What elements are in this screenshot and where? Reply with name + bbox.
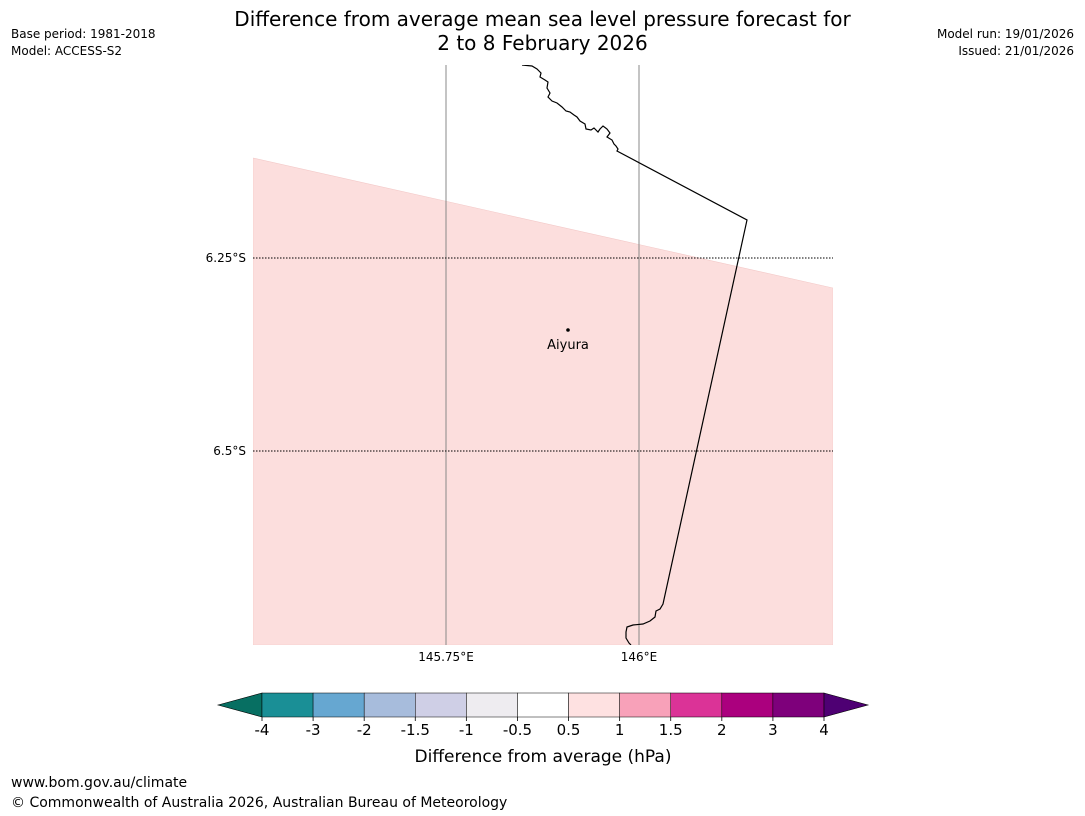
colorbar-title: Difference from average (hPa): [415, 747, 672, 767]
colorbar-tick-label: 2: [717, 721, 727, 739]
aiyura-marker: [566, 328, 570, 332]
model-label: Model: ACCESS-S2: [11, 44, 123, 58]
colorbar-cell: [312, 692, 365, 718]
coastline-border: [521, 65, 748, 645]
colorbar-tick-label: 1: [615, 721, 625, 739]
colorbar-cell: [670, 692, 723, 718]
colorbar-cell: [517, 692, 569, 718]
colorbar-cell: [568, 692, 620, 718]
colorbar-tick-label: -3: [306, 721, 321, 739]
chart-title-line2: 2 to 8 February 2026: [437, 31, 648, 55]
colorbar-cell: [772, 692, 825, 718]
colorbar: -4 -3 -2 -1.5 -1 -0.5 0.5 1 1.5 2 3 4 Difference fr…: [216, 692, 870, 767]
colorbar-tick-label: -0.5: [503, 721, 532, 739]
copyright-text: © Commonwealth of Australia 2026, Austra…: [11, 795, 508, 811]
colorbar-tick-label: -1.5: [401, 721, 430, 739]
colorbar-tick-label: 3: [768, 721, 778, 739]
chart-title-line1: Difference from average mean sea level p…: [234, 7, 851, 31]
base-period-label: Base period: 1981-2018: [11, 27, 156, 41]
colorbar-cell: [261, 692, 314, 718]
colorbar-cell: [466, 692, 518, 718]
model-run-label: Model run: 19/01/2026: [936, 27, 1074, 41]
colorbar-cell: [415, 692, 467, 718]
colorbar-cell: [619, 692, 671, 718]
colorbar-tick-label: 4: [819, 721, 829, 739]
colorbar-tick-label: -4: [255, 721, 270, 739]
colorbar-cell: [363, 692, 416, 718]
colorbar-tick-label: -2: [357, 721, 372, 739]
longitude-label: 145.75°E: [418, 650, 474, 664]
latitude-label: 6.5°S: [213, 444, 246, 458]
issued-label: Issued: 21/01/2026: [958, 44, 1074, 58]
colorbar-extend-low: [216, 692, 263, 718]
place-label-aiyura: Aiyura: [547, 338, 589, 353]
colorbar-extend-high: [823, 692, 870, 718]
colorbar-tick-label: 0.5: [557, 721, 581, 739]
colorbar-tick-label: 1.5: [659, 721, 683, 739]
map-panel: Aiyura 6.25°S 6.5°S 145.75°E 146°E: [206, 65, 833, 664]
colorbar-tick-label: -1: [459, 721, 474, 739]
pressure-anomaly-shading: [253, 157, 833, 645]
colorbar-cell: [721, 692, 774, 718]
latitude-label: 6.25°S: [206, 251, 246, 265]
longitude-label: 146°E: [621, 650, 658, 664]
website-link[interactable]: www.bom.gov.au/climate: [11, 775, 188, 791]
